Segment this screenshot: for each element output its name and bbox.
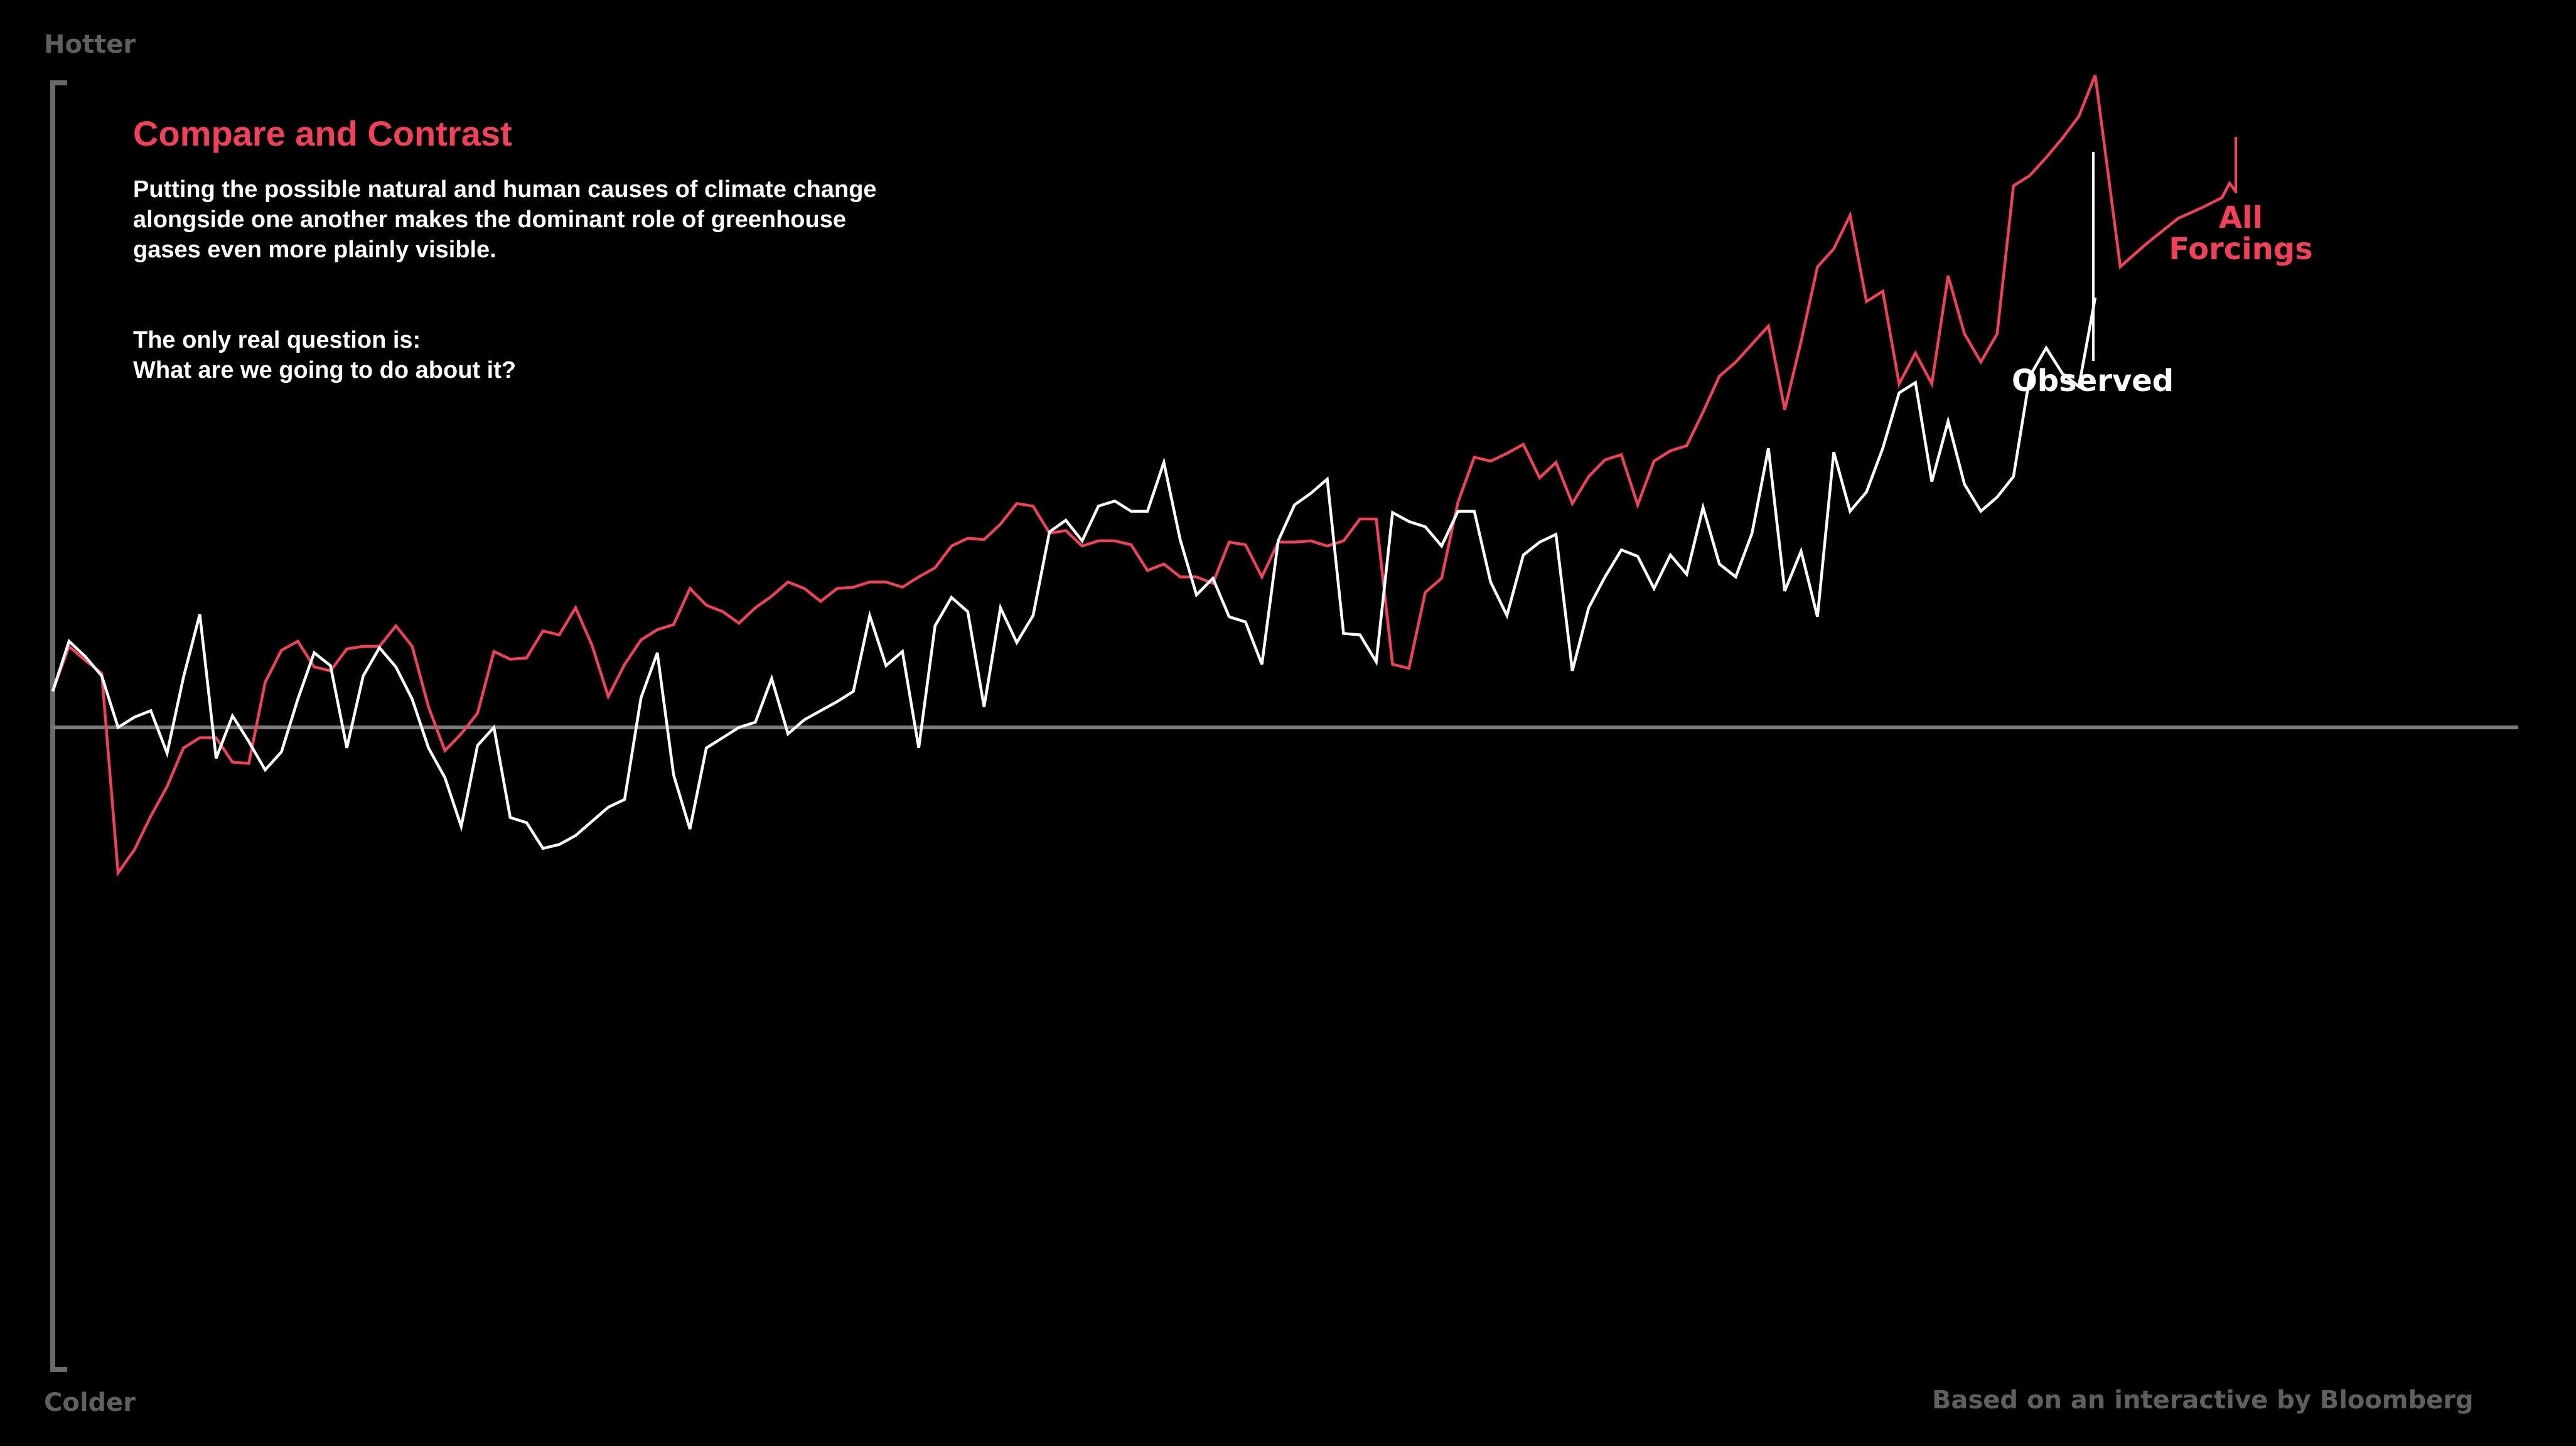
marker-layer xyxy=(2092,75,2237,361)
series-line-observed xyxy=(51,297,2097,850)
colder-label: Colder xyxy=(44,1388,136,1417)
series-label-all-forcings: All Forcings xyxy=(2169,200,2313,267)
hotter-label: Hotter xyxy=(44,30,136,59)
series-label-observed: Observed xyxy=(2012,363,2174,399)
intro-paragraph: Putting the possible natural and human c… xyxy=(133,176,877,263)
question-line-1: The only real question is: xyxy=(133,327,421,353)
chart-title: Compare and Contrast xyxy=(133,114,512,153)
series-line-all-forcings xyxy=(51,74,2097,877)
series-line-all-forcings-extension xyxy=(2093,75,2237,270)
question-paragraph: The only real question is: What are we g… xyxy=(133,325,918,385)
source-credit: Based on an interactive by Bloomberg xyxy=(1932,1386,2474,1415)
series-layer xyxy=(51,74,2097,877)
question-line-2: What are we going to do about it? xyxy=(133,357,517,383)
